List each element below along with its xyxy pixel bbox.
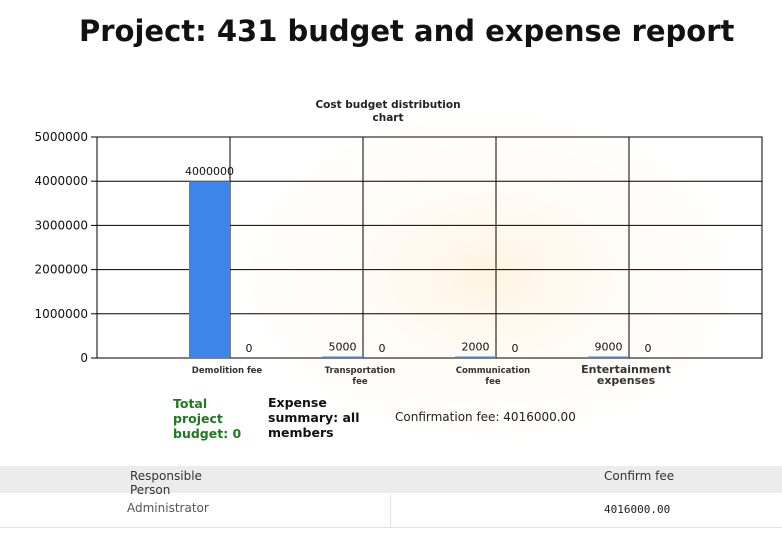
x-tick-label: expenses bbox=[597, 374, 656, 387]
data-label-budget: 9000 bbox=[595, 341, 623, 354]
data-label-budget: 2000 bbox=[462, 341, 490, 354]
x-tick-label: Communication bbox=[456, 366, 530, 376]
x-tick-label: Entertainment bbox=[581, 363, 671, 376]
y-tick-label: 0 bbox=[80, 351, 88, 365]
x-tick-label: Demolition fee bbox=[192, 366, 263, 376]
data-label-expense: 0 bbox=[379, 342, 386, 355]
bar-budget bbox=[588, 356, 629, 358]
data-label-expense: 0 bbox=[512, 342, 519, 355]
y-tick-label: 4000000 bbox=[35, 174, 88, 188]
column-header-responsible-person: Responsible Person bbox=[130, 469, 202, 497]
column-divider bbox=[390, 494, 391, 527]
bar-budget bbox=[455, 356, 496, 358]
x-tick-label: fee bbox=[485, 377, 500, 387]
data-label-expense: 0 bbox=[246, 342, 253, 355]
y-tick-label: 2000000 bbox=[35, 263, 88, 277]
column-header-confirm-fee: Confirm fee bbox=[604, 469, 675, 483]
bar-budget bbox=[189, 181, 230, 358]
chart-title: Cost budget distribution bbox=[315, 99, 460, 111]
confirmation-fee: Confirmation fee: 4016000.00 bbox=[395, 410, 576, 424]
total-project-budget: Total project budget: 0 bbox=[173, 396, 242, 441]
y-tick-label: 1000000 bbox=[35, 307, 88, 321]
data-label-budget: 4000000 bbox=[185, 165, 234, 178]
y-tick-label: 5000000 bbox=[35, 130, 88, 144]
cell-confirm-fee: 4016000.00 bbox=[604, 503, 671, 516]
table-header bbox=[0, 466, 782, 493]
table-row bbox=[0, 494, 782, 528]
page-title: Project: 431 budget and expense report bbox=[79, 14, 735, 48]
cell-responsible-person: Administrator bbox=[127, 501, 209, 515]
expense-summary: Expense summary: all members bbox=[268, 395, 360, 440]
x-tick-label: Transportation bbox=[325, 366, 396, 376]
bar-budget bbox=[322, 356, 363, 358]
data-label-expense: 0 bbox=[645, 342, 652, 355]
data-label-budget: 5000 bbox=[329, 341, 357, 354]
y-tick-label: 3000000 bbox=[35, 218, 88, 232]
chart-title: chart bbox=[373, 112, 404, 124]
x-tick-label: fee bbox=[352, 377, 367, 387]
